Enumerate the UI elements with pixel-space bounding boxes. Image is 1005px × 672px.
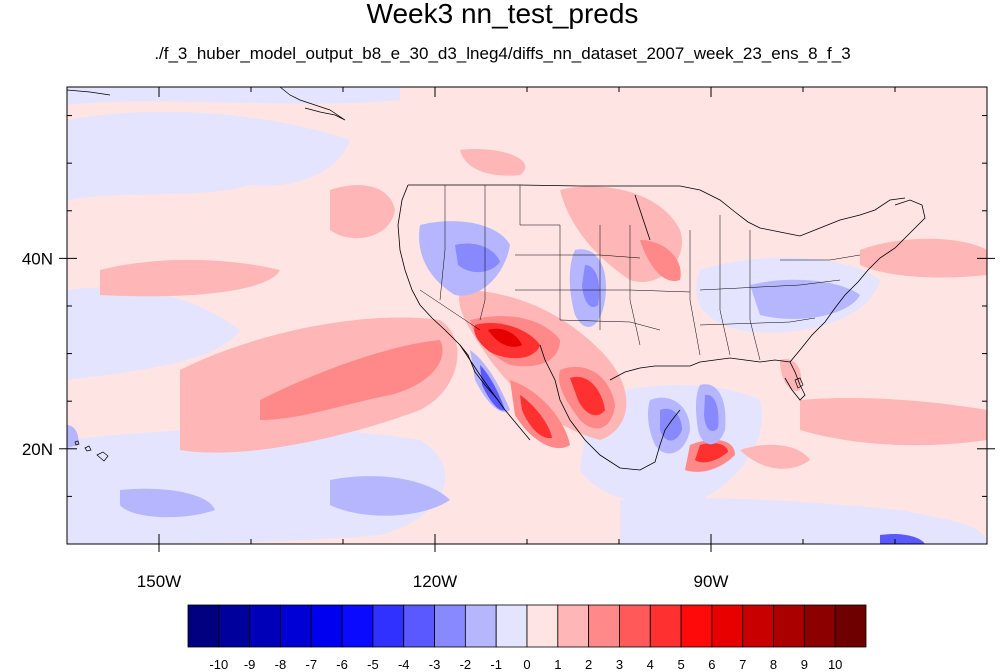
x-tick-label: 120W xyxy=(413,572,457,591)
colorbar-label: 10 xyxy=(828,657,842,672)
colorbar-label: 3 xyxy=(616,657,623,672)
state-borders xyxy=(419,185,861,361)
colorbar-swatch xyxy=(742,604,774,648)
colorbar-label: -8 xyxy=(275,657,287,672)
axis-ticks: 150W 120W 90W 40N 20N xyxy=(22,87,995,591)
colorbar-swatch xyxy=(557,604,590,648)
colorbar-label: 9 xyxy=(801,657,808,672)
colorbar-swatch xyxy=(680,604,713,648)
colorbar-label: -10 xyxy=(209,657,228,672)
x-tick-label: 90W xyxy=(694,572,729,591)
colorbar-swatch xyxy=(280,604,312,648)
map-plot-area xyxy=(67,87,987,544)
colorbar-label: 4 xyxy=(647,657,654,672)
islands xyxy=(74,377,804,462)
colorbar-swatch xyxy=(403,604,435,648)
colorbar-swatch xyxy=(187,604,220,648)
colorbar-label: 1 xyxy=(554,657,561,672)
y-tick-label: 40N xyxy=(22,249,53,268)
colorbar-label: -1 xyxy=(490,657,502,672)
y-tick-label: 20N xyxy=(22,440,53,459)
colorbar-swatch xyxy=(649,604,682,648)
colorbar-swatch xyxy=(803,604,836,648)
page-title: Week3 nn_test_preds xyxy=(366,0,639,29)
colorbar-label: 7 xyxy=(739,657,746,672)
colorbar-swatch xyxy=(310,604,343,648)
colorbar-label: -2 xyxy=(460,657,472,672)
colorbar: -10 -9 -8 -7 -6 -5 -4 -3 -2 -1 0 1 2 3 4 5 6 7 8 9 10 xyxy=(187,604,867,672)
colorbar-swatch xyxy=(372,604,405,648)
colorbar-label: -9 xyxy=(244,657,256,672)
colorbar-swatch xyxy=(526,604,559,648)
coastlines xyxy=(397,184,926,471)
colorbar-label: -5 xyxy=(367,657,379,672)
colorbar-label: 6 xyxy=(708,657,715,672)
page-subtitle: ./f_3_huber_model_output_b8_e_30_d3_lneg… xyxy=(154,44,851,63)
colorbar-swatch xyxy=(341,604,374,648)
colorbar-label: 2 xyxy=(585,657,592,672)
colorbar-label: -7 xyxy=(305,657,317,672)
anomaly-field xyxy=(67,87,987,544)
colorbar-swatch xyxy=(711,604,744,648)
colorbar-swatch xyxy=(619,604,651,648)
alaska-coast xyxy=(67,87,346,121)
colorbar-swatch xyxy=(218,604,251,648)
colorbar-swatch xyxy=(464,604,497,648)
colorbar-label: -3 xyxy=(429,657,441,672)
colorbar-swatch xyxy=(495,604,528,648)
colorbar-label: -6 xyxy=(336,657,348,672)
x-tick-label: 150W xyxy=(137,572,181,591)
colorbar-swatch xyxy=(834,604,867,648)
colorbar-label: -4 xyxy=(398,657,410,672)
colorbar-label: 8 xyxy=(770,657,777,672)
colorbar-swatch xyxy=(249,604,281,648)
colorbar-swatch xyxy=(588,604,620,648)
colorbar-swatch xyxy=(434,604,466,648)
colorbar-label: 0 xyxy=(523,657,530,672)
colorbar-swatch xyxy=(773,604,805,648)
colorbar-label: 5 xyxy=(677,657,684,672)
